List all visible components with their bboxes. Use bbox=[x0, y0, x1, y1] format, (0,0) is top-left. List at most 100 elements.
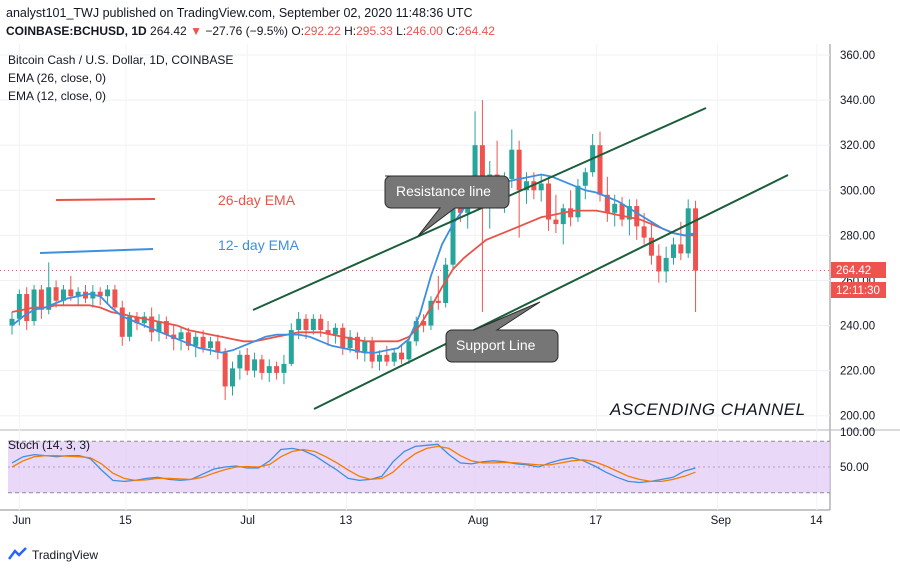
last-price: 264.42 bbox=[150, 24, 187, 38]
chart-grid bbox=[0, 44, 830, 510]
publisher-line: analyst101_TWJ published on TradingView.… bbox=[6, 6, 473, 20]
price-chart[interactable]: 200.00220.00240.00260.00280.00300.00320.… bbox=[0, 44, 900, 540]
price-change: −27.76 (−9.5%) bbox=[205, 24, 289, 38]
stoch-overbought-oversold-band bbox=[8, 440, 830, 494]
candle-body bbox=[281, 363, 287, 373]
candle-body bbox=[119, 307, 125, 337]
candle-body bbox=[428, 300, 434, 326]
stoch-layer bbox=[11, 443, 696, 484]
candle-body bbox=[230, 368, 235, 387]
candle-body bbox=[509, 149, 515, 180]
candle-body bbox=[582, 172, 588, 186]
ema26-line bbox=[11, 209, 696, 343]
candle-body bbox=[185, 332, 191, 346]
time-tick-label: 14 bbox=[810, 515, 823, 527]
ema12-annotation-text: 12- day EMA bbox=[218, 237, 300, 253]
candle-body bbox=[68, 289, 74, 297]
price-tick-label: 220.00 bbox=[840, 366, 875, 378]
candle-body bbox=[318, 318, 324, 331]
ohlc-line: COINBASE:BCHUSD, 1D 264.42 ▼ −27.76 (−9.… bbox=[6, 24, 495, 38]
candle-body bbox=[127, 316, 133, 337]
candle-body bbox=[178, 332, 184, 340]
low-label: L: bbox=[396, 24, 407, 38]
support-callout: Support Line bbox=[445, 301, 559, 363]
price-tick-label: 360.00 bbox=[840, 50, 875, 62]
candle-body bbox=[53, 287, 59, 301]
price-tick-label: 340.00 bbox=[840, 95, 875, 107]
candle-body bbox=[288, 330, 294, 364]
change-arrow-icon: ▼ bbox=[190, 24, 202, 38]
ascending-channel-label: ASCENDING CHANNEL bbox=[609, 400, 806, 419]
candle-body bbox=[641, 226, 647, 238]
candle-body bbox=[648, 237, 654, 256]
candle-body bbox=[450, 201, 456, 265]
candle-body bbox=[296, 318, 302, 331]
candle-body bbox=[340, 327, 346, 349]
candle-body bbox=[60, 289, 66, 301]
candle-body bbox=[421, 321, 427, 326]
candle-body bbox=[207, 341, 213, 349]
ema12-legend: EMA (12, close, 0) bbox=[8, 89, 106, 103]
candle-body bbox=[141, 316, 147, 324]
candle-body bbox=[619, 203, 625, 220]
ema26-annotation-text: 26-day EMA bbox=[218, 192, 296, 208]
candle-body bbox=[259, 359, 265, 373]
time-axis[interactable]: Jun 15 Jul 13 Aug 17 Sep 14 bbox=[12, 515, 823, 527]
time-tick-label: Sep bbox=[711, 515, 731, 527]
time-tick-label: Aug bbox=[468, 515, 488, 527]
candle-body bbox=[303, 318, 309, 331]
candle-body bbox=[391, 352, 397, 362]
footer: TradingView bbox=[0, 540, 900, 570]
resistance-label: Resistance line bbox=[396, 183, 491, 199]
candle-body bbox=[384, 354, 390, 362]
candle-body bbox=[685, 208, 691, 254]
candle-body bbox=[156, 321, 162, 333]
candle-body bbox=[575, 185, 581, 218]
candle-body bbox=[200, 336, 206, 349]
ema26-legend: EMA (26, close, 0) bbox=[8, 71, 106, 85]
price-tick-label: 200.00 bbox=[840, 411, 875, 423]
close-label: C: bbox=[446, 24, 459, 38]
svg-text:264.42: 264.42 bbox=[836, 265, 871, 277]
candle-body bbox=[105, 289, 111, 297]
price-axis[interactable]: 200.00220.00240.00260.00280.00300.00320.… bbox=[840, 50, 875, 474]
candle-body bbox=[222, 352, 228, 387]
high-value: 295.33 bbox=[356, 24, 393, 38]
time-tick-label: Jul bbox=[240, 515, 255, 527]
support-label: Support Line bbox=[456, 337, 536, 353]
candle-body bbox=[693, 208, 699, 271]
ema12-annotation-line bbox=[39, 248, 154, 254]
candle-body bbox=[678, 244, 684, 254]
footer-brand: TradingView bbox=[32, 548, 99, 562]
candle-body bbox=[479, 145, 485, 202]
candle-body bbox=[149, 316, 155, 333]
ema-layer bbox=[11, 173, 696, 354]
candle-body bbox=[560, 208, 566, 225]
candle-body bbox=[274, 366, 280, 373]
open-value: 292.22 bbox=[304, 24, 341, 38]
time-tick-label: 13 bbox=[339, 515, 352, 527]
low-value: 246.00 bbox=[406, 24, 443, 38]
ascending-channel bbox=[252, 107, 789, 410]
candle-body bbox=[97, 291, 103, 297]
candle-body bbox=[663, 257, 669, 272]
time-tick-label: 17 bbox=[589, 515, 602, 527]
price-tick-label: 300.00 bbox=[840, 185, 875, 197]
high-label: H: bbox=[344, 24, 357, 38]
stoch-d-line bbox=[11, 445, 696, 483]
candle-body bbox=[656, 255, 662, 272]
candle-body bbox=[252, 359, 258, 371]
candle-body bbox=[266, 366, 272, 373]
candle-body bbox=[215, 341, 221, 353]
instrument-legend: Bitcoin Cash / U.S. Dollar, 1D, COINBASE bbox=[8, 53, 233, 67]
candle-body bbox=[413, 321, 419, 342]
candle-body bbox=[553, 219, 559, 225]
candle-body bbox=[626, 206, 632, 220]
candle-body bbox=[193, 336, 199, 346]
tradingview-logo-icon bbox=[8, 547, 27, 560]
stoch-tick-label: 50.00 bbox=[840, 462, 869, 474]
chart-frame bbox=[0, 44, 900, 511]
candle-body bbox=[597, 145, 603, 195]
candle-body bbox=[634, 206, 640, 227]
candle-body bbox=[354, 336, 360, 353]
